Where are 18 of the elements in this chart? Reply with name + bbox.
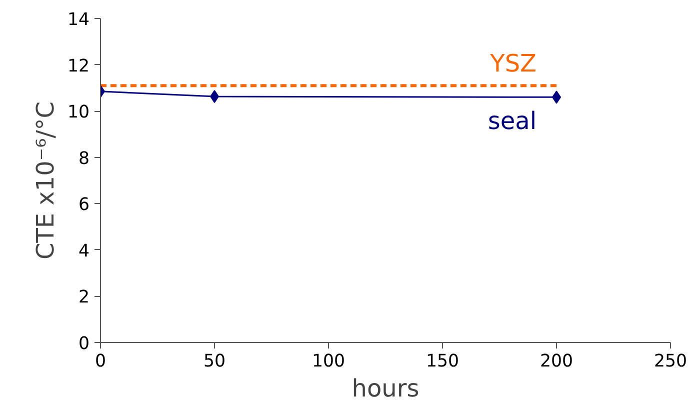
y-axis-title: CTE x10⁻⁶/°C <box>31 101 60 260</box>
series-label: YSZ <box>489 50 537 78</box>
y-tick-label: 8 <box>78 148 90 169</box>
x-tick-label: 150 <box>426 352 460 372</box>
x-axis-title: hours <box>352 374 420 402</box>
y-tick-label: 4 <box>78 241 90 262</box>
x-tick-label: 50 <box>203 352 226 372</box>
series-label: seal <box>488 107 537 136</box>
y-tick-label: 12 <box>67 56 90 76</box>
y-tick-label: 10 <box>67 102 90 123</box>
y-tick-label: 6 <box>78 195 90 216</box>
y-tick-label: 14 <box>67 10 90 30</box>
x-tick-label: 200 <box>540 352 574 372</box>
y-tick-label: 0 <box>78 334 90 354</box>
y-tick-label: 2 <box>78 288 90 308</box>
x-tick-label: 250 <box>654 352 688 372</box>
x-tick-label: 100 <box>312 352 346 372</box>
x-tick-label: 0 <box>94 352 106 372</box>
